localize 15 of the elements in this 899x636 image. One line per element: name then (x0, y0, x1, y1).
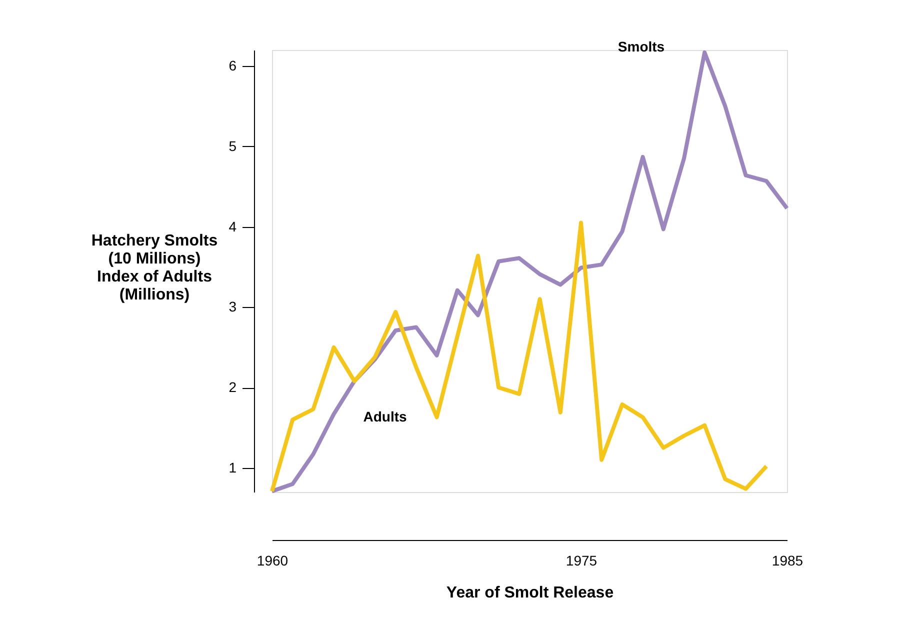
y-tick-label: 3 (228, 298, 237, 315)
y-tick-label: 6 (228, 58, 237, 74)
y-tick-label: 5 (228, 138, 237, 154)
y-tick-label: 4 (228, 218, 237, 234)
x-tick-label: 1960 (256, 552, 288, 568)
y-tick-label: 2 (228, 379, 237, 396)
y-tick-label: 1 (228, 459, 237, 476)
x-tick-label: 1975 (566, 552, 598, 568)
line-series (270, 50, 789, 494)
text: Smolts (618, 38, 665, 54)
y-axis-title: Hatchery Smolts (10 Millions) Index of Adults (Millions) (91, 232, 218, 304)
series-label: Adults (363, 408, 408, 424)
line-series (270, 220, 768, 494)
x-tick-label: 1985 (772, 552, 804, 568)
x-axis-title: Year of Smolt Release (446, 584, 614, 602)
